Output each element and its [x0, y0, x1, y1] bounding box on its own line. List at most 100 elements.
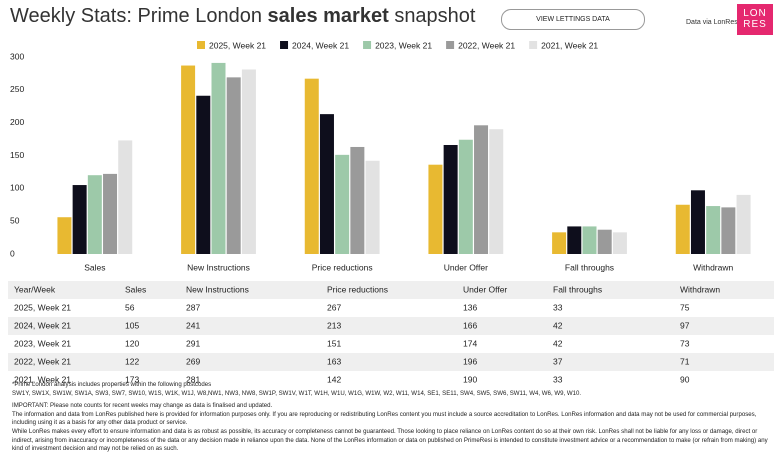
table-cell: 71	[680, 356, 690, 366]
note: SW1Y, SW1X, SW1W, SW1A, SW3, SW7, SW10, …	[12, 389, 582, 397]
table-row-label: 2023, Week 21	[14, 338, 71, 348]
y-tick-label: 300	[10, 51, 24, 61]
legend-swatch	[197, 41, 205, 49]
bar	[552, 232, 567, 254]
y-tick-label: 100	[10, 183, 24, 193]
bar	[474, 125, 489, 254]
y-tick-label: 200	[10, 117, 24, 127]
table-cell: 42	[553, 338, 563, 348]
table-cell: 37	[553, 356, 563, 366]
table-cell: 196	[463, 356, 477, 366]
table-cell: 120	[125, 338, 139, 348]
table-header: New Instructions	[186, 284, 249, 294]
bar	[226, 77, 241, 255]
table-header: Fall throughs	[553, 284, 602, 294]
note: IMPORTANT: Please note counts for recent…	[12, 402, 273, 410]
legend-label: 2021, Week 21	[541, 40, 598, 50]
table-header: Price reductions	[327, 284, 388, 294]
bar	[304, 78, 319, 254]
x-tick-label: Under Offer	[444, 262, 488, 272]
bar	[582, 226, 597, 254]
title-text: Weekly Stats: Prime London	[10, 5, 262, 27]
table-cell: 56	[125, 302, 135, 312]
title-bold: sales market	[267, 5, 389, 27]
bar	[196, 95, 211, 254]
lettings-button[interactable]: VIEW LETTINGS DATA	[501, 9, 645, 30]
logo-text: LON	[743, 8, 767, 19]
table-cell: 142	[327, 374, 341, 384]
table-header: Under Offer	[463, 284, 507, 294]
table-cell: 190	[463, 374, 477, 384]
table-cell: 33	[553, 302, 563, 312]
bar	[428, 164, 443, 254]
table-row	[8, 371, 774, 389]
bar	[690, 190, 705, 254]
notes: *Prime London analysis includes properti…	[12, 381, 772, 454]
table-cell: 33	[553, 374, 563, 384]
table-cell: 174	[463, 338, 477, 348]
bar	[597, 229, 612, 254]
table-cell: 97	[680, 320, 690, 330]
note: The information and data from LonRes pub…	[12, 410, 757, 427]
table-cell: 173	[125, 374, 139, 384]
table-header: Year/Week	[14, 284, 56, 294]
note: *Prime London analysis includes properti…	[12, 381, 212, 388]
legend-swatch	[446, 41, 455, 49]
bar	[211, 62, 226, 254]
bar	[103, 173, 118, 254]
legend-label: 2022, Week 21	[458, 40, 515, 50]
table-cell: 105	[125, 320, 139, 330]
y-tick-label: 0	[10, 248, 15, 258]
legend-swatch	[363, 41, 372, 49]
table-row	[8, 299, 774, 317]
bar	[675, 204, 690, 254]
bar	[365, 160, 380, 254]
table-cell: 163	[327, 356, 341, 366]
table-cell: 42	[553, 320, 563, 330]
bar	[87, 175, 102, 254]
table-row-label: 2022, Week 21	[14, 356, 71, 366]
table-cell: 291	[186, 338, 200, 348]
bar	[706, 206, 721, 254]
table-cell: 122	[125, 356, 139, 366]
legend-label: 2024, Week 21	[292, 40, 349, 50]
table-row	[8, 335, 774, 353]
table-row	[8, 281, 774, 299]
table-row	[8, 353, 774, 371]
table-row-label: 2021, Week 21	[14, 374, 71, 384]
table-cell: 267	[327, 302, 341, 312]
bar	[721, 207, 736, 254]
bar	[458, 139, 473, 254]
title: Weekly Stats: Prime London sales market …	[10, 5, 475, 28]
bar	[489, 129, 504, 254]
source: Data via LonRes	[686, 19, 738, 26]
table-header: Sales	[125, 284, 146, 294]
bar	[319, 114, 334, 254]
bar	[612, 232, 627, 254]
bar	[443, 144, 458, 254]
y-tick-label: 150	[10, 150, 24, 160]
title-text: snapshot	[394, 5, 476, 27]
table-cell: 241	[186, 320, 200, 330]
table-cell: 90	[680, 374, 690, 384]
table-row-label: 2025, Week 21	[14, 302, 71, 312]
note: While LonRes makes every effort to ensur…	[12, 427, 768, 453]
table-cell: 287	[186, 302, 200, 312]
bar	[567, 226, 582, 254]
legend-swatch	[529, 41, 538, 49]
bar	[72, 185, 87, 254]
table-cell: 151	[327, 338, 341, 348]
table-cell: 75	[680, 302, 690, 312]
table-row	[8, 317, 774, 335]
table-cell: 73	[680, 338, 690, 348]
x-tick-label: Withdrawn	[693, 262, 733, 272]
logo-text: RES	[743, 19, 767, 30]
x-tick-label: Sales	[84, 262, 105, 272]
table-header: Withdrawn	[680, 284, 720, 294]
bar	[736, 194, 751, 254]
bar	[350, 146, 365, 254]
logo: LON RES	[737, 4, 773, 35]
bar	[118, 140, 133, 254]
